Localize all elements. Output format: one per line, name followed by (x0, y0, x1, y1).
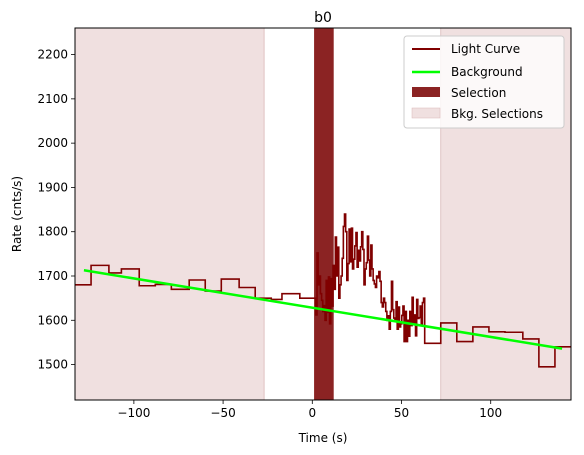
y-tick-label: 2000 (37, 136, 68, 150)
y-tick-label: 1800 (37, 225, 68, 239)
x-tick-label: 50 (394, 406, 409, 420)
legend-box (403, 35, 565, 129)
x-tick-label: 100 (479, 406, 502, 420)
chart-title: b0 (314, 10, 332, 26)
legend-selection-label: Selection (451, 86, 506, 100)
background-fit-line (83, 269, 563, 350)
light-curve-layer (75, 213, 571, 368)
background-layer (83, 269, 563, 350)
selection-region (314, 28, 334, 400)
legend: Light Curve Background Selection Bkg. Se… (403, 35, 565, 129)
y-tick-label: 1700 (37, 269, 68, 283)
legend-background-label: Background (451, 65, 523, 79)
y-axis-label: Rate (cnts/s) (10, 176, 24, 252)
x-tick-label: −100 (117, 406, 150, 420)
x-axis-label: Time (s) (298, 431, 348, 445)
x-tick-label: −50 (210, 406, 235, 420)
y-axis: 1500 1600 1700 1800 1900 2000 2100 2200 (37, 48, 75, 372)
selection-layer (314, 28, 334, 400)
x-tick-label: 0 (308, 406, 316, 420)
y-tick-label: 1900 (37, 180, 68, 194)
y-tick-label: 1500 (37, 358, 68, 372)
y-tick-label: 2100 (37, 92, 68, 106)
legend-bkg-selections-label: Bkg. Selections (451, 107, 543, 121)
x-axis: −100 −50 0 50 100 (117, 400, 502, 420)
legend-bkg-selections-swatch (411, 107, 441, 119)
plot-frame (74, 27, 572, 401)
legend-light-curve-label: Light Curve (451, 42, 520, 56)
y-tick-label: 2200 (37, 48, 68, 62)
light-curve-series (75, 213, 571, 368)
legend-selection-swatch (412, 87, 440, 97)
y-tick-label: 1600 (37, 313, 68, 327)
bkg-selection-region-0 (75, 28, 265, 400)
